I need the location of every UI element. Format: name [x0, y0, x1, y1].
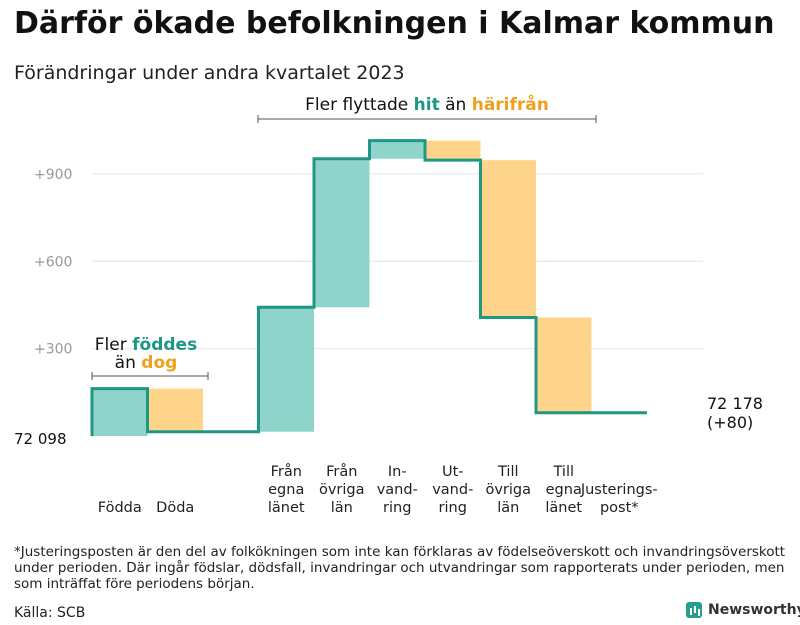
end-value-label: 72 178: [707, 394, 763, 413]
y-tick-label: +600: [34, 254, 72, 270]
brand-logo: Newsworthy: [686, 602, 800, 618]
births-annotation-line1-part: Fler: [95, 335, 132, 355]
births-annotation-line1: Fler föddes: [95, 335, 197, 355]
brand-name: Newsworthy: [708, 602, 800, 618]
category-label: Från: [271, 463, 302, 480]
bar-increase: [369, 140, 425, 159]
bar-increase: [92, 388, 148, 437]
category-label: Justerings-: [580, 482, 658, 498]
end-change-label: (+80): [707, 413, 753, 432]
bar-decrease: [425, 140, 481, 161]
bar-decrease: [480, 160, 536, 318]
migration-annotation: Fler flyttade hit än härifrån: [305, 93, 549, 115]
category-label: Ut-: [442, 464, 464, 480]
chart-subtitle: Förändringar under andra kvartalet 2023: [14, 62, 405, 84]
y-tick-label: +900: [34, 167, 72, 183]
category-label: Döda: [156, 500, 194, 516]
cumulative-step-line: [90, 139, 647, 437]
chart-title: Därför ökade befolkningen i Kalmar kommu…: [14, 6, 775, 41]
y-tick-label: +300: [34, 342, 72, 358]
category-label: länet: [268, 500, 305, 516]
births-annotation-line2: än dog: [115, 353, 178, 373]
category-label: In-: [388, 464, 407, 480]
migration-annotation-part: hit: [414, 95, 440, 115]
category-label: ring: [383, 500, 411, 516]
migration-annotation-part: Fler flyttade: [305, 95, 414, 115]
category-label: egna: [268, 482, 304, 498]
migration-annotation-part: än: [440, 95, 472, 115]
category-label: övriga: [319, 482, 365, 498]
source-label: Källa: SCB: [14, 605, 86, 621]
category-label: vand-: [377, 482, 418, 498]
category-label: län: [331, 500, 353, 516]
waterfall-chart: +300 +600 +900 Födda Döda Från egna länet Från öv…: [14, 93, 763, 516]
bar-decrease: [536, 317, 592, 413]
bar-chart-icon: [686, 602, 702, 618]
category-label: post*: [600, 500, 639, 516]
category-label: vand-: [432, 482, 473, 498]
category-label: övriga: [485, 482, 531, 498]
category-label: Till: [497, 464, 519, 480]
category-label: länet: [545, 500, 582, 516]
category-label: Till: [553, 464, 575, 480]
category-label: Från: [326, 463, 357, 480]
category-label: län: [497, 500, 519, 516]
migration-annotation-part: härifrån: [472, 93, 549, 115]
category-label: egna: [546, 482, 582, 498]
category-label: Födda: [98, 500, 142, 516]
bar-increase: [314, 158, 370, 308]
bar-decrease: [147, 388, 203, 432]
baseline-label: 72 098: [14, 430, 67, 448]
births-annotation-line2-part: dog: [141, 353, 177, 373]
footnote: *Justeringsposten är den del av folkökni…: [14, 544, 786, 592]
category-label: ring: [439, 500, 467, 516]
bar-increase: [258, 307, 314, 432]
births-annotation-line2-part: än: [115, 353, 142, 373]
births-annotation-line1-part: föddes: [132, 335, 197, 355]
